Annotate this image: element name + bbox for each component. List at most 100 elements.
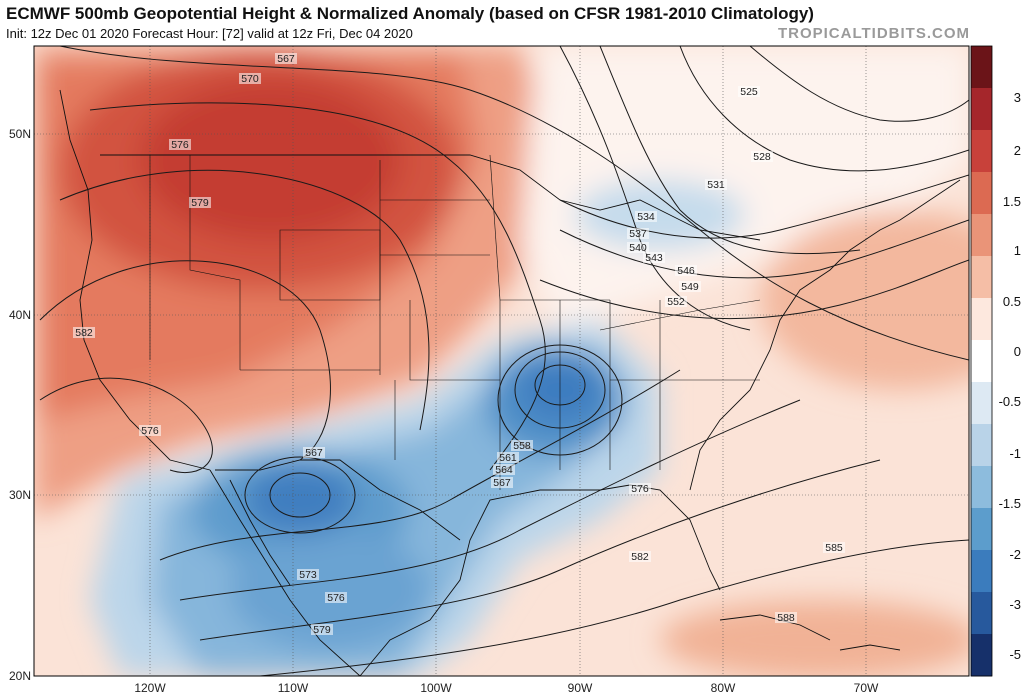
contour-label-bg [629,483,651,494]
colorbar-label: -5 [1009,647,1021,662]
longitude-label: 90W [568,681,593,695]
contour-label: 567 [493,477,511,489]
contour-label: 546 [677,265,695,277]
latitude-label: 20N [9,669,31,683]
colorbar-label: 1.5 [1003,194,1021,209]
colorbar-segment [971,340,992,383]
colorbar-segment [971,634,992,677]
coastlines [59,89,961,676]
source-watermark: TROPICALTIDBITS.COM [777,25,970,42]
latitude-label: 50N [9,127,31,141]
contour-label-bg [497,452,519,463]
contour-label: 576 [171,139,189,151]
contour-label: 567 [305,447,323,459]
contour-label: 576 [327,592,345,604]
contour-label-bg [511,440,533,451]
colorbar-segment [971,88,992,131]
contour-label-bg [627,228,649,239]
contour-label: 540 [629,242,647,254]
contour-label-bg [643,252,665,263]
contour-label-bg [189,197,211,208]
longitude-label: 80W [711,681,736,695]
latitude-labels: 50N 40N 30N 20N [9,127,31,683]
contour-label: 534 [637,211,655,223]
latitude-label: 30N [9,488,31,502]
contour-label: 552 [667,296,685,308]
colorbar-label: 3 [1014,90,1021,105]
colorbar-label: 1 [1014,243,1021,258]
contour-label: 543 [645,252,663,264]
contour-label: 525 [740,86,758,98]
colorbar-label: -1.5 [999,496,1021,511]
contour-label: 588 [777,612,795,624]
contour-label: 582 [75,327,93,339]
contour-label: 570 [241,73,259,85]
contour-label-bg [139,425,161,436]
colorbar-segment [971,172,992,215]
contour-label-bg [665,296,687,307]
colorbar-segment [971,46,992,89]
colorbar-segment [971,424,992,467]
contour-label-bg [627,242,649,253]
height-contours [39,46,969,676]
contour-label: 558 [513,440,531,452]
colorbar: 3 2 1.5 1 0.5 0 -0.5 -1 -1.5 -2 -3 -5 [970,45,1021,677]
longitude-label: 120W [134,681,166,695]
contour-label-bg [275,53,297,64]
colorbar-segment [971,214,992,257]
map-frame [33,45,970,677]
contour-label: 528 [753,151,771,163]
contour-label: 579 [313,624,331,636]
contour-label: 573 [299,569,317,581]
colorbar-label: 0 [1014,344,1021,359]
colorbar-label: -1 [1009,446,1021,461]
colorbar-segment [971,382,992,425]
contour-label-bg [679,281,701,292]
contour-labels: 5675705765795825765675735765795585615645… [73,53,845,636]
contour-label: 537 [629,228,647,240]
colorbar-label: -0.5 [999,394,1021,409]
longitude-label: 70W [854,681,879,695]
map-title: ECMWF 500mb Geopotential Height & Normal… [6,4,814,23]
longitude-label: 100W [420,681,452,695]
contour-label-bg [823,542,845,553]
contour-label-bg [493,464,515,475]
colorbar-label: 2 [1014,143,1021,158]
colorbar-segment [971,550,992,593]
colorbar-segment [971,256,992,299]
contour-label: 567 [277,53,295,65]
contour-label-bg [303,447,325,458]
contour-label-bg [775,612,797,623]
contour-label-bg [738,86,760,97]
contour-label-bg [675,265,697,276]
contour-label-bg [325,592,347,603]
forecast-info: Init: 12z Dec 01 2020 Forecast Hour: [72… [6,26,413,41]
contour-label: 531 [707,179,725,191]
contour-label-bg [705,179,727,190]
contour-label: 579 [191,197,209,209]
colorbar-label: -3 [1009,597,1021,612]
contour-label-bg [73,327,95,338]
contour-label: 549 [681,281,699,293]
state-borders [149,154,761,490]
contour-label-bg [629,551,651,562]
colorbar-label: -2 [1009,547,1021,562]
contour-label: 561 [499,452,517,464]
contour-label-bg [635,211,657,222]
longitude-labels: 120W 110W 100W 90W 80W 70W [134,681,879,695]
contour-label: 576 [631,483,649,495]
colorbar-segment [971,466,992,509]
contour-label: 564 [495,464,513,476]
latitude-label: 40N [9,308,31,322]
colorbar-label: 0.5 [1003,294,1021,309]
contour-label: 585 [825,542,843,554]
contour-label: 582 [631,551,649,563]
colorbar-segment [971,508,992,551]
contour-label: 576 [141,425,159,437]
contour-label-bg [311,624,333,635]
contour-label-bg [491,477,513,488]
contour-label-bg [297,569,319,580]
contour-label-bg [751,151,773,162]
contour-label-bg [169,139,191,150]
